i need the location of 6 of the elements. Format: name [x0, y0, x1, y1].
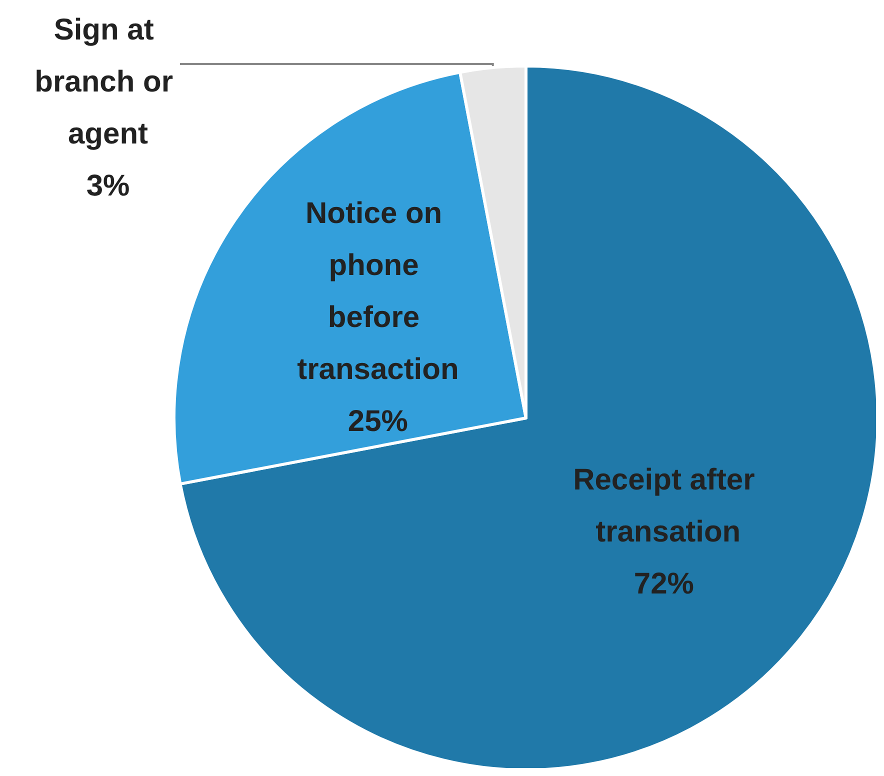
data-label: 72% — [634, 568, 694, 601]
data-label: 25% — [348, 404, 408, 438]
slice-label: Sign at branch or agent — [34, 14, 182, 150]
slice-label: Receipt after transation — [573, 464, 756, 549]
slice-label: Notice on phone before transaction — [297, 196, 459, 386]
data-label: 3% — [86, 170, 130, 202]
